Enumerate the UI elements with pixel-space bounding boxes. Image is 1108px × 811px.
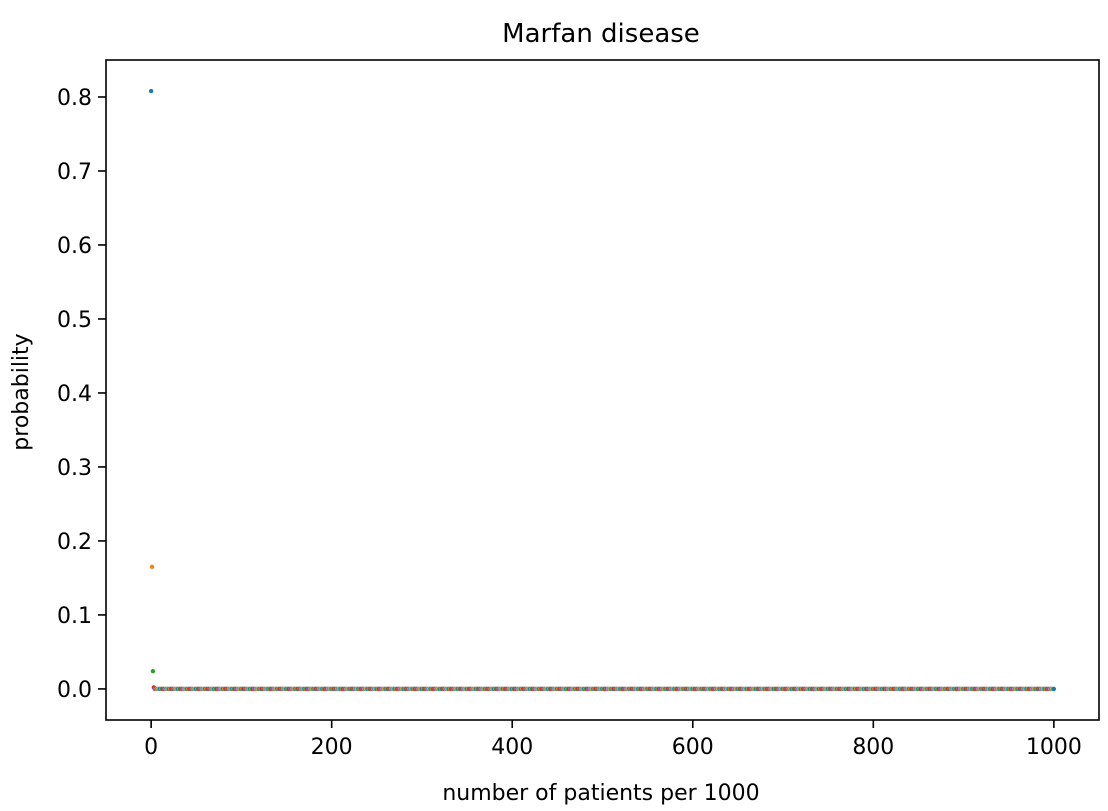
y-axis-label: probability [9,333,34,450]
y-tick-label: 0.5 [57,308,92,333]
x-tick-label: 200 [311,735,353,760]
y-tick-label: 0.6 [57,234,92,259]
data-point [150,668,156,674]
data-point [1051,686,1057,692]
y-axis-ticks: 0.0 0.1 0.2 0.3 0.4 0.5 0.6 0.7 0.8 [57,86,106,703]
y-tick-label: 0.0 [57,678,92,703]
x-tick-label: 0 [144,735,158,760]
x-tick-label: 400 [491,735,533,760]
data-points [148,88,1057,692]
y-tick-label: 0.1 [57,604,92,629]
y-tick-label: 0.2 [57,530,92,555]
x-axis-label: number of patients per 1000 [442,781,759,806]
x-axis-ticks: 0 200 400 600 800 1000 [144,720,1082,760]
data-point [149,564,155,570]
x-tick-label: 800 [852,735,894,760]
x-tick-label: 1000 [1026,735,1082,760]
y-tick-label: 0.8 [57,86,92,111]
y-tick-label: 0.3 [57,456,92,481]
x-tick-label: 600 [672,735,714,760]
chart-title: Marfan disease [502,19,700,49]
y-tick-label: 0.7 [57,160,92,185]
data-point [148,88,154,94]
plot-frame [105,59,1100,721]
y-tick-label: 0.4 [57,382,92,407]
